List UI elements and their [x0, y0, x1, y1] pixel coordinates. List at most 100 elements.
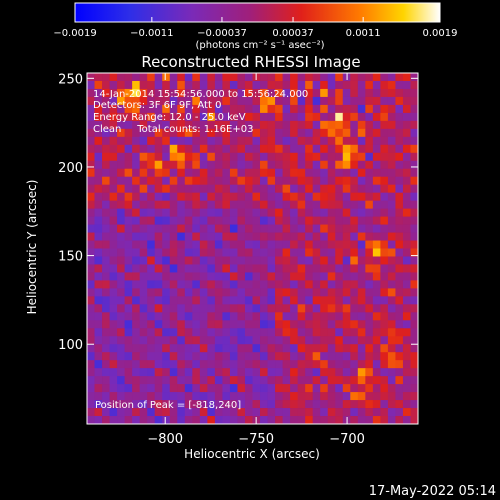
footer-date: 17-May-2022 05:14	[369, 484, 496, 499]
heatmap-cell	[124, 200, 133, 210]
heatmap-cell	[192, 360, 201, 369]
heatmap-cell	[192, 160, 201, 170]
heatmap-cell	[147, 248, 156, 257]
heatmap-cell	[252, 376, 261, 385]
heatmap-cell	[117, 216, 126, 225]
heatmap-cell	[222, 352, 231, 361]
heatmap-cell	[94, 384, 103, 393]
heatmap-cell	[305, 264, 314, 273]
heatmap-cell	[117, 264, 126, 273]
heatmap-cell	[109, 264, 118, 273]
heatmap-cell	[237, 136, 246, 146]
heatmap-cell	[162, 288, 171, 297]
heatmap-cell	[192, 392, 201, 401]
heatmap-cell	[357, 96, 366, 106]
heatmap-cell	[267, 208, 276, 217]
heatmap-cell	[252, 392, 261, 401]
heatmap-cell	[312, 392, 321, 401]
heatmap-cell	[237, 360, 246, 369]
heatmap-cell	[320, 128, 329, 138]
heatmap-cell	[365, 73, 374, 82]
heatmap-cell	[395, 416, 404, 424]
heatmap-cell	[312, 400, 321, 409]
heatmap-cell	[402, 360, 411, 369]
heatmap-cell	[229, 120, 238, 130]
heatmap-cell	[237, 280, 246, 289]
heatmap-cell	[320, 104, 329, 114]
heatmap-cell	[380, 248, 389, 257]
heatmap-cell	[320, 304, 329, 313]
heatmap-cell	[252, 200, 261, 210]
heatmap-cell	[124, 280, 133, 289]
heatmap-cell	[139, 360, 148, 369]
heatmap-cell	[222, 73, 231, 82]
heatmap-cell	[260, 160, 268, 170]
heatmap-cell	[169, 176, 178, 186]
heatmap-cell	[305, 360, 314, 369]
heatmap-cell	[214, 232, 223, 241]
heatmap-cell	[342, 160, 351, 170]
heatmap-cell	[290, 256, 299, 265]
heatmap-cell	[94, 216, 103, 225]
heatmap-cell	[275, 184, 283, 194]
heatmap-cell	[162, 376, 171, 385]
heatmap-cell	[184, 73, 193, 82]
heatmap-cell	[410, 264, 418, 273]
heatmap-cell	[290, 152, 299, 162]
heatmap-cell	[244, 248, 253, 257]
heatmap-cell	[335, 248, 344, 257]
heatmap-cell	[372, 120, 381, 130]
heatmap-cell	[327, 416, 336, 424]
heatmap-cell	[192, 168, 201, 178]
heatmap-cell	[192, 328, 201, 337]
heatmap-cell	[102, 368, 110, 377]
heatmap-cell	[222, 232, 231, 241]
heatmap-cell	[357, 360, 366, 369]
heatmap-cell	[214, 168, 223, 178]
heatmap-cell	[87, 208, 95, 217]
heatmap-cell	[222, 320, 231, 329]
heatmap-cell	[117, 312, 126, 321]
heatmap-cell	[184, 368, 193, 377]
heatmap-cell	[305, 216, 314, 225]
heatmap-cell	[147, 88, 156, 98]
heatmap-cell	[357, 216, 366, 225]
heatmap-cell	[199, 88, 208, 98]
heatmap-cell	[147, 128, 156, 138]
heatmap-cell	[207, 304, 216, 313]
heatmap-cell	[192, 368, 201, 377]
heatmap-cell	[380, 80, 389, 90]
heatmap-cell	[214, 272, 223, 281]
heatmap-cell	[380, 184, 389, 194]
heatmap-cell	[139, 73, 148, 82]
heatmap-cell	[320, 224, 329, 233]
heatmap-cell	[342, 216, 351, 225]
heatmap-cell	[102, 400, 110, 409]
heatmap-cell	[372, 224, 381, 233]
heatmap-cell	[350, 320, 359, 329]
heatmap-cell	[102, 392, 110, 401]
heatmap-cell	[357, 112, 366, 122]
heatmap-cell	[237, 176, 246, 186]
heatmap-cell	[252, 112, 261, 122]
heatmap-cell	[87, 360, 95, 369]
heatmap-cell	[102, 304, 110, 313]
heatmap-cell	[109, 80, 118, 90]
heatmap-cell	[229, 224, 238, 233]
heatmap-cell	[342, 384, 351, 393]
heatmap-cell	[169, 416, 178, 424]
heatmap-cell	[372, 96, 381, 106]
heatmap-cell	[297, 128, 306, 138]
heatmap-cell	[335, 208, 344, 217]
heatmap-cell	[94, 288, 103, 297]
heatmap-cell	[297, 152, 306, 162]
heatmap-cell	[222, 296, 231, 305]
heatmap-cell	[139, 136, 148, 146]
heatmap-cell	[177, 376, 186, 385]
heatmap-cell	[87, 168, 95, 178]
heatmap-cell	[199, 400, 208, 409]
heatmap-cell	[350, 112, 359, 122]
heatmap-cell	[109, 368, 118, 377]
heatmap-cell	[184, 400, 193, 409]
heatmap-cell	[267, 352, 276, 361]
